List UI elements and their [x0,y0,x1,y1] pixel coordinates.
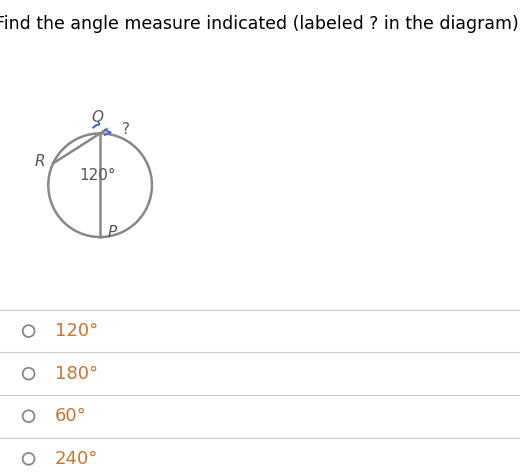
Text: R: R [34,154,45,169]
Text: ?: ? [122,122,130,137]
Text: Find the angle measure indicated (labeled ? in the diagram).: Find the angle measure indicated (labele… [0,15,520,33]
Text: 180°: 180° [55,365,98,383]
Text: 120°: 120° [55,322,98,340]
Text: 240°: 240° [55,450,98,468]
Text: 60°: 60° [55,407,86,425]
Text: P: P [108,225,118,239]
Text: 120°: 120° [80,168,116,183]
Text: Q: Q [91,110,103,125]
